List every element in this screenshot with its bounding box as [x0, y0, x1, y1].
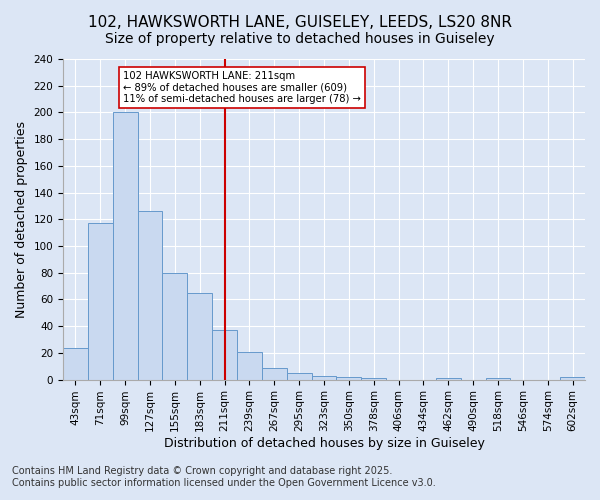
Bar	[137, 212, 163, 380]
X-axis label: Distribution of detached houses by size in Guiseley: Distribution of detached houses by size …	[164, 437, 484, 450]
Bar	[212, 330, 237, 380]
Bar	[361, 378, 386, 380]
Text: 102, HAWKSWORTH LANE, GUISELEY, LEEDS, LS20 8NR: 102, HAWKSWORTH LANE, GUISELEY, LEEDS, L…	[88, 15, 512, 30]
Text: Size of property relative to detached houses in Guiseley: Size of property relative to detached ho…	[105, 32, 495, 46]
Bar	[287, 373, 311, 380]
Bar	[436, 378, 461, 380]
Text: 102 HAWKSWORTH LANE: 211sqm
← 89% of detached houses are smaller (609)
11% of se: 102 HAWKSWORTH LANE: 211sqm ← 89% of det…	[122, 71, 361, 104]
Bar	[88, 224, 113, 380]
Bar	[113, 112, 137, 380]
Bar	[237, 352, 262, 380]
Bar	[187, 293, 212, 380]
Y-axis label: Number of detached properties: Number of detached properties	[15, 121, 28, 318]
Bar	[262, 368, 287, 380]
Bar	[163, 272, 187, 380]
Bar	[337, 377, 361, 380]
Text: Contains HM Land Registry data © Crown copyright and database right 2025.
Contai: Contains HM Land Registry data © Crown c…	[12, 466, 436, 487]
Bar	[63, 348, 88, 380]
Bar	[485, 378, 511, 380]
Bar	[560, 377, 585, 380]
Bar	[311, 376, 337, 380]
